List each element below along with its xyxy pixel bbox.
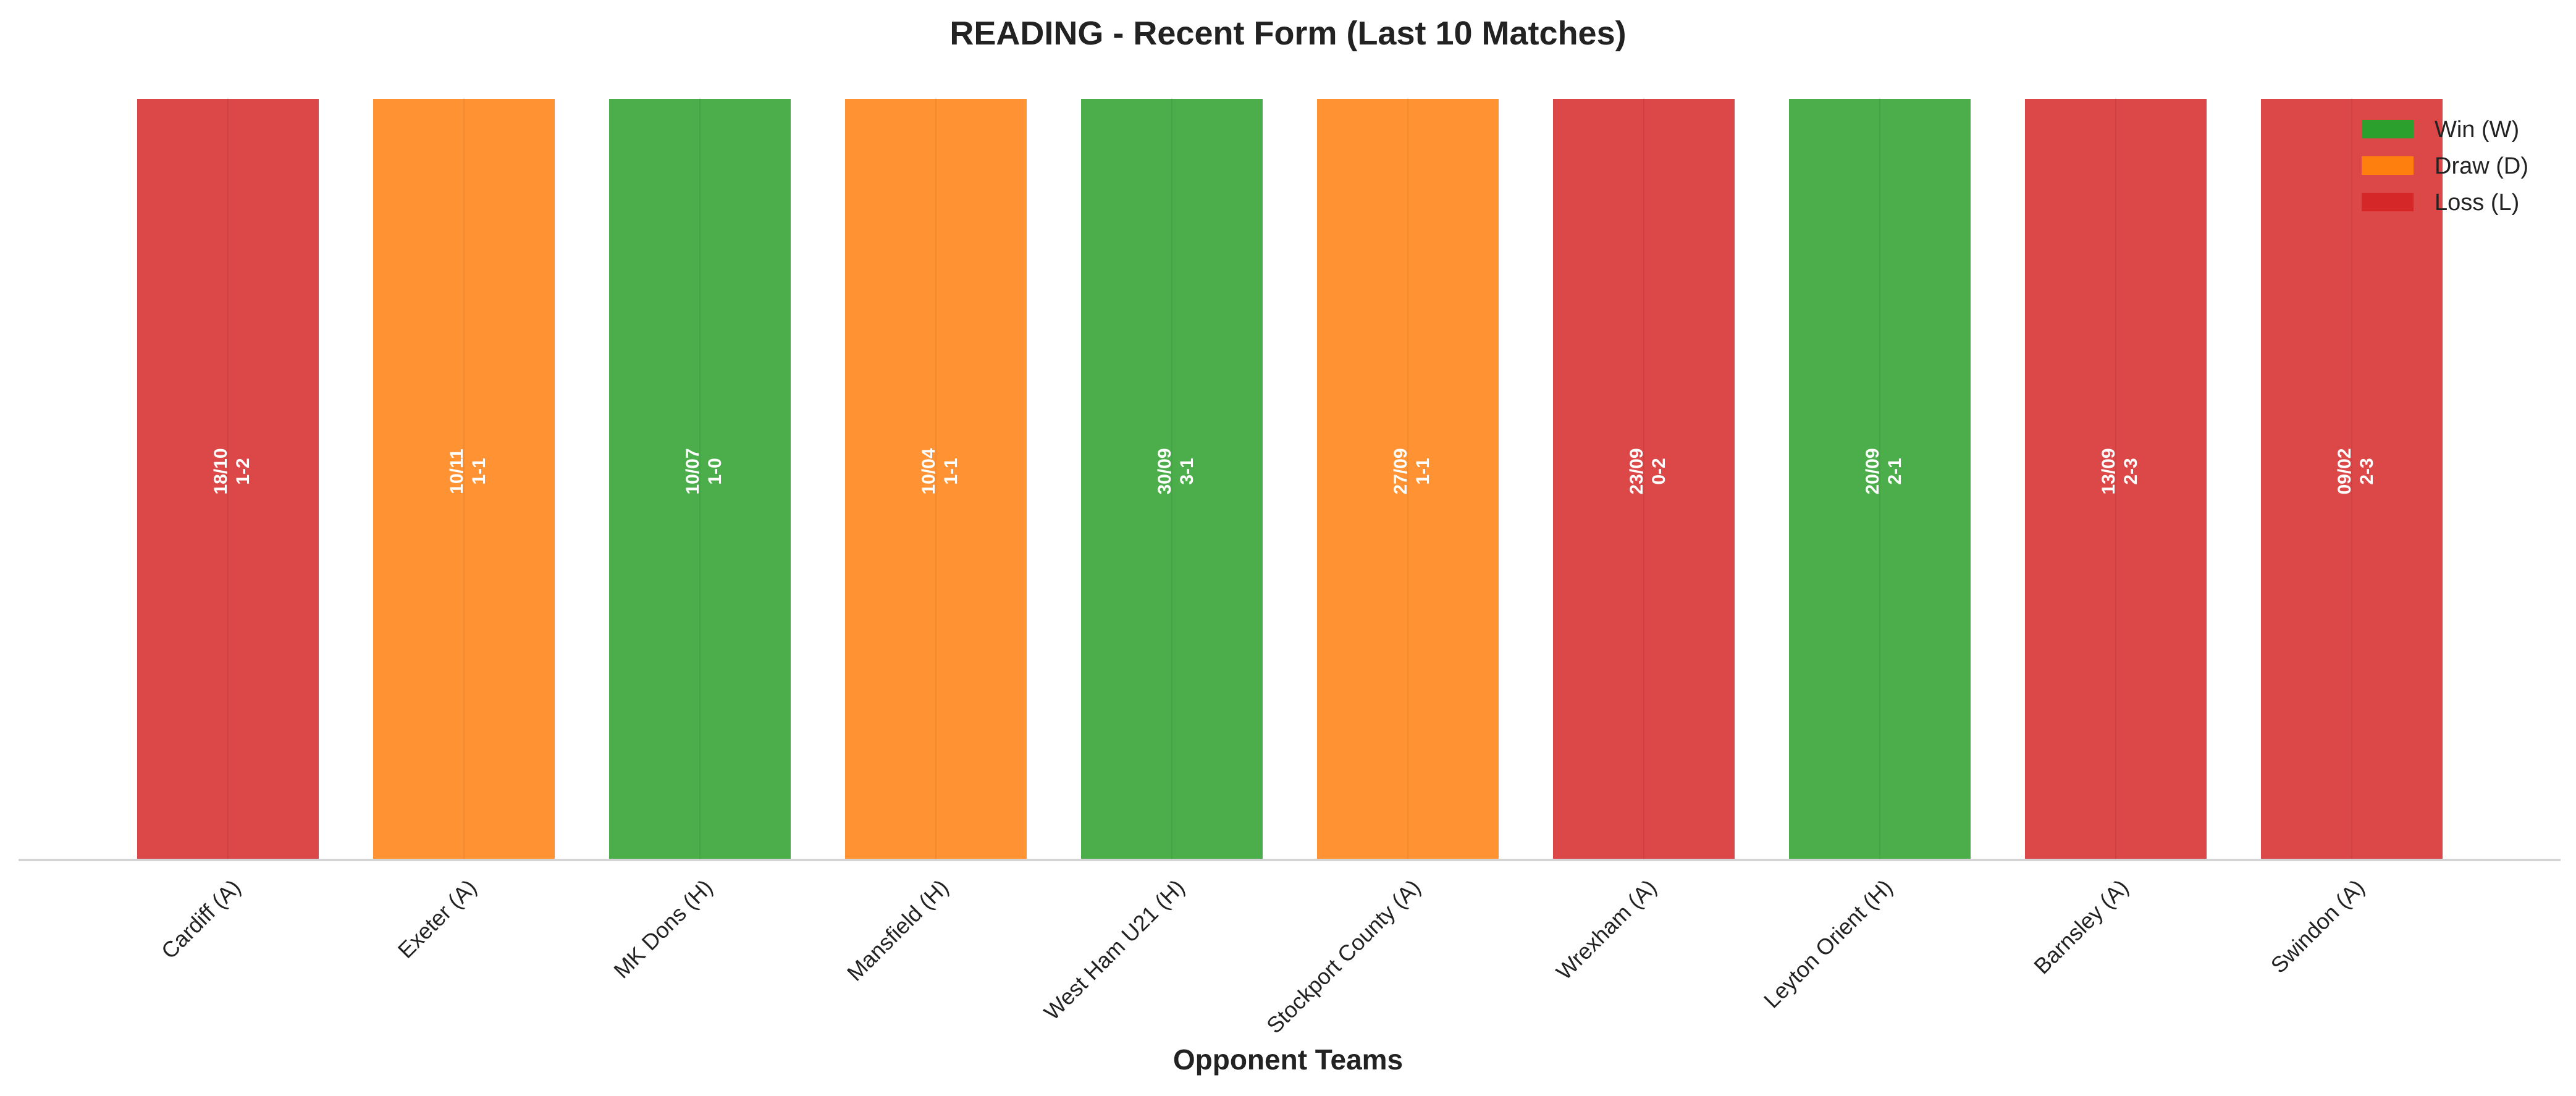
bar [135, 96, 321, 861]
bars-layer: 18/10 1-2 10/11 1-1 10/07 1-0 10/04 1-1 30/09 3-1… [135, 96, 2445, 861]
x-tick-label: Stockport County (A) [1261, 874, 1425, 1038]
bar-date-label: 27/09 [1391, 448, 1411, 494]
bar [2258, 96, 2445, 861]
bar-score-label: 2-3 [2357, 458, 2377, 484]
bar-score-label: 1-1 [469, 458, 489, 484]
bar [1551, 96, 1737, 861]
bar-score-label: 1-1 [1413, 458, 1433, 484]
bar-date-label: 10/04 [919, 448, 939, 494]
bar-data-label: 10/04 1-1 [919, 448, 961, 494]
legend-label: Loss (L) [2435, 190, 2519, 216]
bar-score-label: 2-1 [1885, 458, 1905, 484]
bar [371, 96, 557, 861]
bar-date-label: 20/09 [1863, 448, 1883, 494]
legend-swatch [2362, 156, 2414, 175]
legend-label: Win (W) [2435, 117, 2519, 143]
bar-data-label: 23/09 0-2 [1627, 448, 1669, 494]
bar-data-label: 30/09 3-1 [1155, 448, 1197, 494]
bar [1079, 96, 1265, 861]
bar-date-label: 23/09 [1627, 448, 1647, 494]
bar-date-label: 10/11 [447, 449, 467, 494]
bar-score-label: 3-1 [1177, 458, 1197, 484]
bar [607, 96, 793, 861]
bar-data-label: 20/09 2-1 [1863, 448, 1905, 494]
x-tick-label: MK Dons (H) [608, 874, 717, 983]
bar-date-label: 13/09 [2098, 448, 2119, 494]
bar-score-label: 2-3 [2121, 458, 2141, 484]
bar-data-label: 18/10 1-2 [211, 448, 253, 494]
bar-data-label: 27/09 1-1 [1391, 448, 1433, 494]
bar [1315, 96, 1501, 861]
bar-data-label: 10/11 1-1 [447, 449, 489, 494]
chart-title: READING - Recent Form (Last 10 Matches) [949, 15, 1626, 52]
x-tick-label: Mansfield (H) [842, 874, 953, 985]
bar [843, 96, 1029, 861]
x-tick-label: Swindon (A) [2266, 874, 2370, 978]
bar-data-label: 09/02 2-3 [2334, 448, 2377, 494]
bar-date-label: 09/02 [2334, 448, 2355, 494]
x-tick-label: Cardiff (A) [156, 874, 246, 964]
legend-swatch [2362, 120, 2414, 138]
bar-date-label: 30/09 [1155, 448, 1175, 494]
legend: Win (W) Draw (D) Loss (L) [2362, 117, 2528, 216]
bar-score-label: 1-0 [705, 458, 725, 484]
bar-data-label: 10/07 1-0 [683, 448, 725, 494]
x-tick-label: Leyton Orient (H) [1759, 874, 1897, 1013]
bar-date-label: 18/10 [211, 448, 231, 494]
legend-swatch [2362, 193, 2414, 211]
bar-data-label: 13/09 2-3 [2098, 448, 2141, 494]
x-tick-label: Wrexham (A) [1551, 874, 1661, 984]
x-tick-labels: Cardiff (A) Exeter (A) MK Dons (H) Mansfiel… [156, 874, 2370, 1038]
x-tick-label: West Ham U21 (H) [1039, 874, 1190, 1025]
x-axis-label: Opponent Teams [1173, 1043, 1403, 1076]
bar-date-label: 10/07 [683, 448, 703, 494]
legend-label: Draw (D) [2435, 153, 2528, 179]
bar-score-label: 1-1 [941, 458, 961, 484]
bar-score-label: 1-2 [233, 458, 253, 484]
bar-score-label: 0-2 [1649, 458, 1669, 484]
x-tick-label: Exeter (A) [393, 874, 482, 963]
x-tick-label: Barnsley (A) [2029, 874, 2133, 979]
